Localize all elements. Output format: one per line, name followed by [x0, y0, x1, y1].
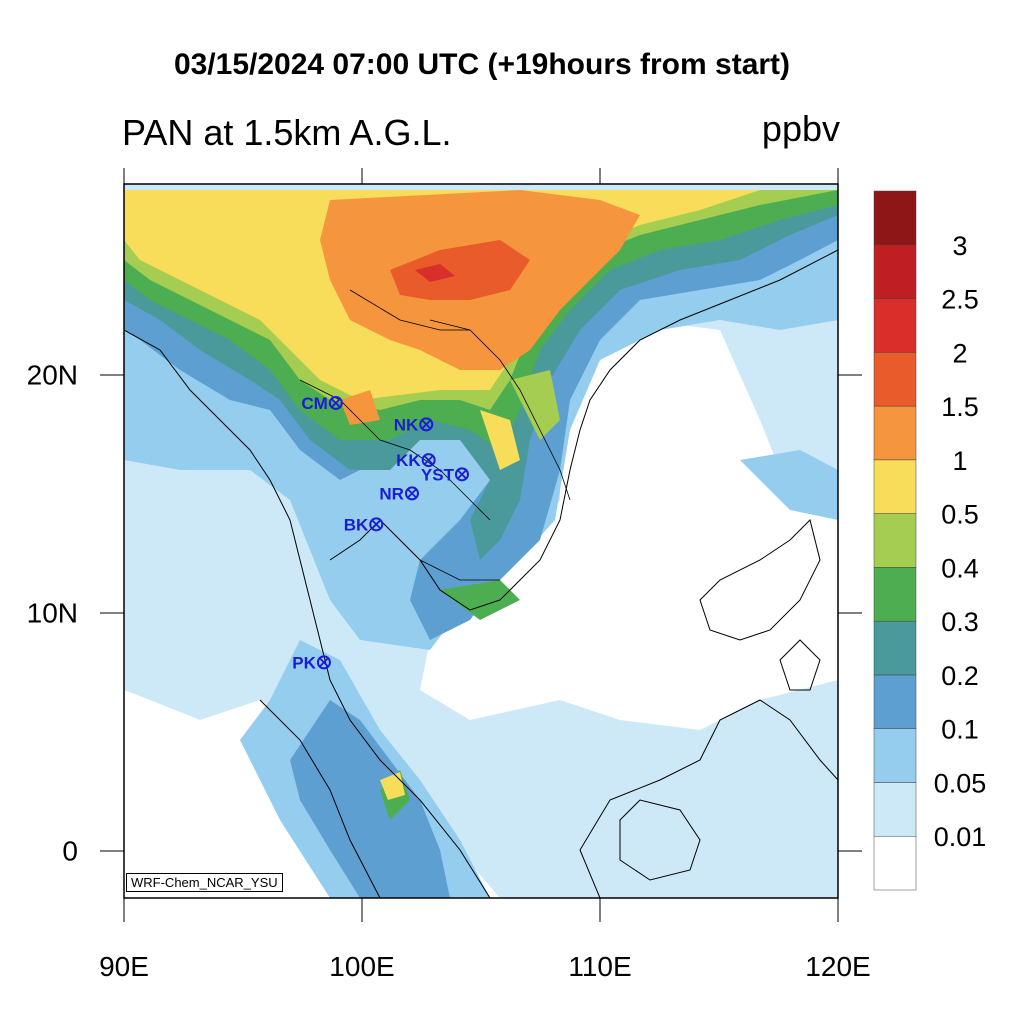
colorbar-label: 1.5	[941, 392, 979, 422]
station-label: PK	[292, 653, 316, 672]
y-tick-label: 0	[62, 835, 78, 866]
model-credit: WRF-Chem_NCAR_YSU	[126, 873, 283, 892]
y-tick-label: 20N	[27, 359, 78, 390]
station-label: KK	[396, 451, 421, 470]
x-tick-label: 100E	[329, 951, 394, 982]
station-pk: PK	[292, 653, 331, 672]
colorbar-label: 0.4	[941, 553, 979, 583]
colorbar-swatch	[873, 674, 917, 729]
station-marker-icon	[421, 453, 436, 468]
station-nr: NR	[379, 484, 419, 503]
colorbar-label: 0.1	[941, 715, 979, 745]
station-marker-icon	[419, 417, 434, 432]
colorbar-swatch	[873, 513, 917, 568]
x-tick-labels: 90E 100E 110E 120E	[99, 951, 871, 982]
variable-subtitle: PAN at 1.5km A.G.L.	[122, 112, 452, 153]
colorbar-label: 0.5	[941, 500, 979, 530]
x-tick-label: 90E	[99, 951, 149, 982]
colorbar: 0.01 0.05 0.1 0.2 0.3 0.4 0.5 1 1.5 2 2.5 3	[873, 190, 987, 891]
station-label: CM	[301, 394, 327, 413]
colorbar-swatch	[873, 459, 917, 514]
station-label: NK	[394, 415, 419, 434]
y-tick-label: 10N	[27, 597, 78, 628]
colorbar-label: 0.05	[934, 768, 987, 798]
station-kk: KK	[396, 451, 436, 470]
colorbar-swatch	[873, 567, 917, 622]
borders	[299, 289, 571, 581]
axis-ticks	[100, 168, 862, 922]
station-bk: BK	[344, 515, 384, 534]
x-tick-label: 120E	[805, 951, 870, 982]
colorbar-label: 2.5	[941, 285, 979, 315]
main-title: 03/15/2024 07:00 UTC (+19hours from star…	[173, 48, 791, 81]
colorbar-label: 1	[952, 446, 967, 476]
units-subtitle: ppbv	[761, 108, 840, 149]
colorbar-swatch	[873, 190, 917, 246]
map-frame	[123, 183, 839, 899]
station-marker-icon	[369, 517, 384, 532]
colorbar-swatch	[873, 782, 917, 837]
colorbar-label: 2	[952, 338, 967, 368]
station-cm: CM	[301, 394, 343, 413]
colorbar-swatch	[873, 835, 917, 891]
colorbar-swatch	[873, 405, 917, 461]
colorbar-swatch	[873, 352, 917, 407]
colorbar-swatch	[873, 244, 917, 299]
station-marker-icon	[454, 467, 469, 482]
station-nk: NK	[394, 415, 434, 434]
station-marker-icon	[328, 395, 343, 410]
colorbar-label: 0.2	[941, 661, 979, 691]
colorbar-swatch	[873, 298, 917, 353]
coastlines	[123, 249, 839, 899]
colorbar-swatch	[873, 620, 917, 676]
x-tick-label: 110E	[568, 951, 631, 982]
y-tick-labels: 0 10N 20N	[27, 359, 78, 866]
colorbar-label: 3	[952, 231, 967, 261]
concentration-field	[124, 184, 838, 898]
station-yst: YST	[421, 465, 469, 484]
colorbar-label: 0.01	[934, 822, 987, 852]
colorbar-swatch	[873, 728, 917, 783]
colorbar-label: 0.3	[941, 607, 979, 637]
station-label: NR	[379, 484, 404, 503]
station-marker-icon	[404, 486, 419, 501]
station-marker-icon	[316, 655, 331, 670]
station-label: YST	[421, 465, 455, 484]
station-label: BK	[344, 515, 369, 534]
